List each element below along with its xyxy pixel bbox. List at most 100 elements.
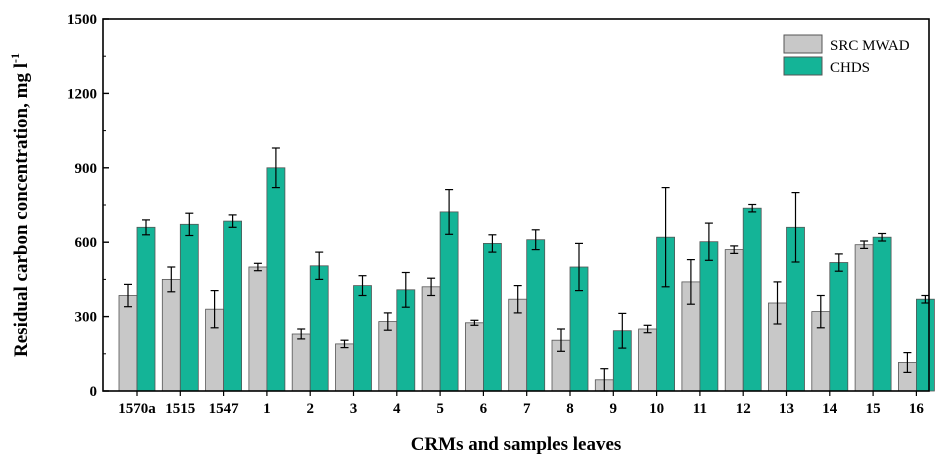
bar-chds-6	[482, 242, 502, 392]
bar-chds-1570a	[136, 226, 156, 392]
x-ticks-layer: 1570a 1515 1547 1 2 3 4 5 6 7 8 9 10 11 12 13 14 15 16	[118, 391, 924, 417]
x-tick-label-8: 8	[566, 401, 574, 417]
x-tick-label-6: 6	[480, 401, 488, 417]
y-axis-title-superscript: -1	[8, 53, 22, 63]
x-tick-label-1: 1	[263, 401, 271, 417]
bar-src-mwad-3	[335, 343, 354, 392]
x-axis-title: CRMs and samples leaves	[411, 434, 622, 455]
error-bar-src-mwad-4	[383, 312, 392, 331]
x-tick-label-5: 5	[436, 401, 444, 417]
bar-src-mwad-5	[421, 286, 441, 392]
y-axis-title-group: Residual carbon concentration, mg l-1	[8, 53, 32, 357]
y-axis-title: Residual carbon concentration, mg l-1	[8, 53, 32, 357]
error-bar-chds-12	[748, 203, 757, 213]
bar-chds-11	[699, 241, 719, 392]
error-bar-src-mwad-1570a	[124, 283, 132, 308]
error-bar-chds-14	[834, 253, 843, 272]
bar-chds-1547	[223, 220, 243, 392]
error-bar-src-mwad-16	[903, 352, 912, 373]
bar-src-mwad-6	[464, 322, 484, 392]
error-bar-src-mwad-13	[773, 281, 782, 325]
bar-chds-1515	[179, 223, 199, 392]
bar-chds-3	[353, 285, 372, 392]
error-bar-chds-11	[704, 222, 713, 261]
error-bar-src-mwad-7	[513, 285, 522, 314]
bar-src-mwad-10	[638, 328, 657, 392]
bar-chds-16	[916, 298, 935, 392]
x-tick-label-1570a: 1570a	[118, 401, 156, 417]
x-tick-label-14: 14	[822, 401, 838, 417]
bar-chds-7	[526, 239, 546, 392]
y-tick-label-900: 900	[75, 161, 98, 177]
error-bar-chds-1	[271, 147, 280, 189]
y-axis-title-main: Residual carbon concentration, mg l	[11, 63, 32, 357]
error-bar-chds-4	[401, 271, 410, 308]
y-tick-label-300: 300	[75, 310, 98, 326]
error-bar-src-mwad-1547	[210, 290, 219, 329]
bars-layer	[118, 167, 935, 392]
x-tick-label-10: 10	[649, 401, 664, 417]
error-bar-src-mwad-12	[730, 245, 739, 254]
error-bar-chds-13	[791, 192, 800, 263]
error-bar-chds-5	[445, 189, 454, 235]
error-bar-chds-1570a	[142, 219, 150, 236]
bar-src-mwad-15	[854, 244, 874, 392]
error-bar-chds-3	[358, 275, 367, 297]
bar-chds-12	[742, 207, 762, 392]
error-bar-src-mwad-6	[470, 319, 479, 326]
x-tick-label-2: 2	[306, 401, 314, 417]
bar-src-mwad-1515	[161, 278, 181, 392]
bar-chds-1	[266, 167, 286, 392]
error-bar-src-mwad-10	[643, 324, 652, 334]
y-ticks-layer: 0 300 600 900 1200 1500	[67, 12, 109, 400]
error-bar-src-mwad-15	[860, 240, 869, 249]
bar-chds-14	[829, 262, 849, 392]
y-tick-label-1200: 1200	[67, 86, 97, 102]
error-bar-src-mwad-1515	[167, 266, 176, 293]
x-tick-label-1515: 1515	[165, 401, 195, 417]
error-bar-chds-8	[575, 242, 583, 292]
error-bar-chds-2	[315, 251, 324, 280]
error-bars-layer	[124, 147, 930, 392]
x-tick-label-1547: 1547	[209, 401, 240, 417]
error-bar-chds-10	[661, 187, 670, 288]
x-tick-label-4: 4	[393, 401, 401, 417]
error-bar-src-mwad-11	[686, 259, 695, 305]
y-tick-label-0: 0	[90, 384, 98, 400]
legend-label-src-mwad: SRC MWAD	[830, 38, 910, 54]
y-tick-label-600: 600	[75, 235, 98, 251]
bar-src-mwad-4	[378, 321, 398, 392]
x-tick-label-16: 16	[909, 401, 925, 417]
y-tick-label-1500: 1500	[67, 12, 97, 28]
bar-src-mwad-12	[724, 249, 744, 392]
legend-swatch-src-mwad	[783, 34, 823, 54]
x-tick-label-3: 3	[350, 401, 358, 417]
error-bar-chds-7	[531, 229, 540, 251]
legend: SRC MWAD CHDS	[783, 34, 910, 76]
error-bar-chds-1515	[185, 212, 194, 237]
bar-src-mwad-2	[291, 333, 311, 392]
x-tick-label-11: 11	[693, 401, 707, 417]
error-bar-src-mwad-14	[816, 294, 825, 329]
x-tick-label-9: 9	[610, 401, 618, 417]
error-bar-src-mwad-1	[253, 262, 262, 272]
x-tick-label-15: 15	[866, 401, 881, 417]
bar-chds-5	[439, 211, 459, 392]
error-bar-src-mwad-3	[340, 339, 349, 349]
x-tick-label-7: 7	[523, 401, 531, 417]
error-bar-chds-1547	[228, 214, 237, 228]
error-bar-chds-16	[921, 294, 930, 304]
bar-src-mwad-1	[248, 266, 268, 392]
bar-src-mwad-1570a	[118, 295, 138, 392]
legend-label-chds: CHDS	[830, 60, 870, 76]
legend-swatch-chds	[783, 56, 823, 76]
error-bar-chds-6	[488, 234, 497, 253]
error-bar-src-mwad-8	[557, 328, 565, 352]
x-tick-label-12: 12	[736, 401, 751, 417]
error-bar-chds-15	[878, 232, 887, 242]
error-bar-chds-9	[618, 312, 627, 349]
error-bar-src-mwad-2	[297, 328, 306, 340]
error-bar-src-mwad-5	[427, 277, 436, 297]
x-tick-label-13: 13	[779, 401, 794, 417]
